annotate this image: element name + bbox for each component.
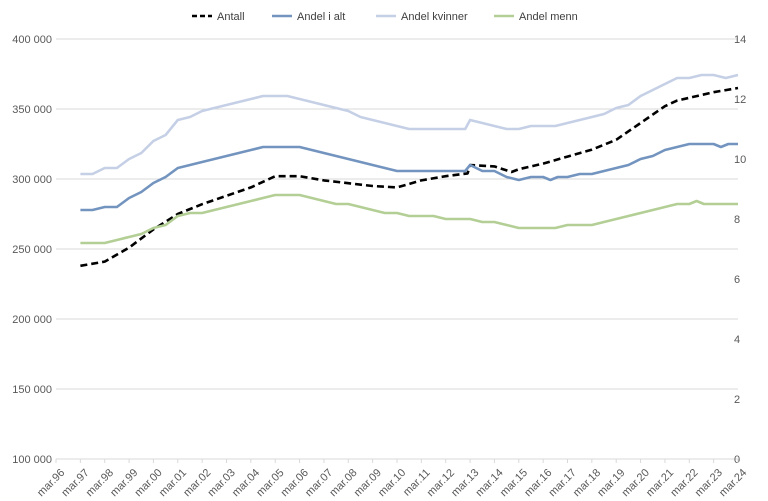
series-line-andel-kvinner [80, 73, 739, 176]
y-left-tick-label: 200 000 [12, 314, 52, 326]
y-right-tick-label: 0 [734, 454, 740, 466]
y-left-tick-label: 300 000 [12, 174, 52, 186]
series-line-andel-menn [80, 193, 738, 245]
y-right-tick-label: 10 [734, 154, 746, 166]
legend-label: Andel i alt [297, 11, 345, 23]
x-axis: mar.96mar.97mar.98mar.99mar.00mar.01mar.… [35, 459, 749, 499]
y-left-tick-label: 350 000 [12, 104, 52, 116]
y-left-tick-label: 400 000 [12, 34, 52, 46]
y-left-tick-label: 100 000 [12, 454, 52, 466]
y-axis-left: 100 000 150 000 200 000 250 000 300 000 350 0… [12, 34, 52, 466]
y-right-tick-label: 12 [734, 94, 746, 106]
x-tick-label: mar.10 [376, 467, 408, 499]
y-right-tick-label: 2 [734, 394, 740, 406]
legend-label: Andel menn [519, 11, 578, 23]
y-right-tick-label: 4 [734, 334, 740, 346]
y-right-tick-label: 8 [734, 214, 740, 226]
gridlines [56, 38, 738, 460]
x-tick-label: mar.24 [717, 467, 749, 499]
y-axis-right: 0 2 4 6 8 10 12 14 [734, 34, 746, 466]
chart-legend: Antall Andel i alt Andel kvinner Andel menn [192, 11, 578, 23]
y-right-tick-label: 6 [734, 274, 740, 286]
y-left-tick-label: 250 000 [12, 244, 52, 256]
series-lines [80, 73, 739, 268]
y-left-tick-label: 150 000 [12, 384, 52, 396]
legend-label: Andel kvinner [401, 11, 468, 23]
legend-label: Antall [217, 11, 245, 23]
y-right-tick-label: 14 [734, 34, 746, 46]
series-line-antall [80, 86, 739, 268]
series-line-andel-i-alt [80, 142, 738, 212]
